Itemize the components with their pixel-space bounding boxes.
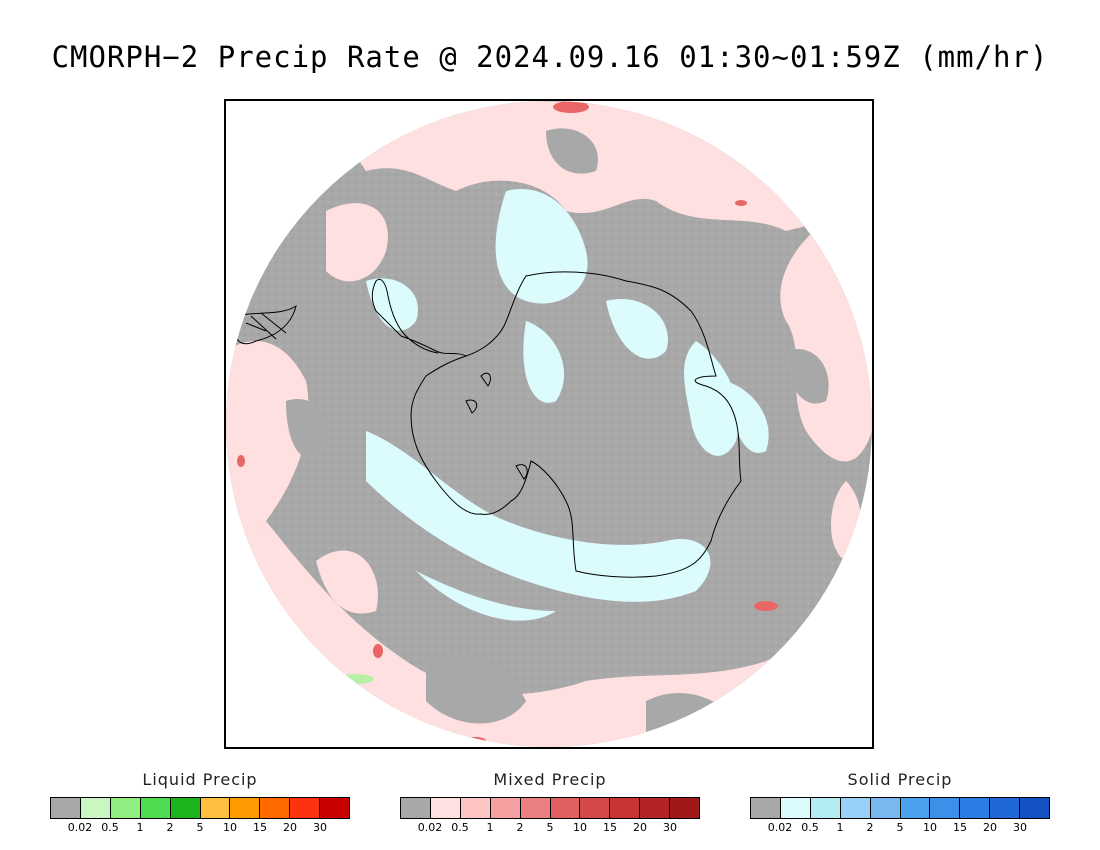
legend-ticks: 0.02 0.5 1 2 5 10 15 20 30 [400,821,700,835]
legend-swatch [80,798,111,818]
legend-swatch [930,798,961,818]
solid-precip-areas [366,189,769,621]
legend-tick-label: 20 [983,821,997,834]
south-america-islands [245,312,287,340]
islands-coastline [465,372,528,480]
legend-mixed-precip: Mixed Precip 0.02 0.5 1 2 5 10 15 20 30 [400,770,700,835]
legend-swatch [290,798,321,818]
legend-swatch [520,798,551,818]
legend-swatch [460,798,491,818]
legend-tick-label: 30 [663,821,677,834]
legend-swatch [200,798,231,818]
legend-swatch [320,798,350,818]
legend-swatch [490,798,521,818]
antarctic-peninsula-coastline [371,278,467,357]
legend-tick-label: 2 [166,821,174,834]
legend-color-bar [750,797,1050,819]
legend-swatch [780,798,811,818]
legend-swatch [110,798,141,818]
legend-tick-label: 10 [573,821,587,834]
legend-swatch [140,798,171,818]
legend-solid-precip: Solid Precip 0.02 0.5 1 2 5 10 15 20 30 [750,770,1050,835]
legend-title: Mixed Precip [493,770,607,789]
legend-tick-label: 15 [253,821,267,834]
legend-tick-label: 5 [896,821,904,834]
legend-color-bar [400,797,700,819]
liquid-precip-spot [338,674,374,684]
legend-tick-label: 20 [633,821,647,834]
legend-tick-label: 5 [546,821,554,834]
legend-tick-label: 0.5 [801,821,819,834]
legend-tick-label: 1 [486,821,494,834]
legend-title: Liquid Precip [142,770,258,789]
legend-swatch [170,798,201,818]
legend-ticks: 0.02 0.5 1 2 5 10 15 20 30 [50,821,350,835]
legend-tick-label: 20 [283,821,297,834]
legend-tick-label: 10 [223,821,237,834]
legend-swatch [990,798,1021,818]
legend-tick-label: 5 [196,821,204,834]
legend-swatch [670,798,700,818]
polar-map [226,101,872,747]
legend-color-bar [50,797,350,819]
legend-tick-label: 30 [313,821,327,834]
legend-swatch [900,798,931,818]
legend-ticks: 0.02 0.5 1 2 5 10 15 20 30 [750,821,1050,835]
legend-swatch [870,798,901,818]
legend-swatch [840,798,871,818]
legend-swatch [640,798,671,818]
legend-tick-label: 0.02 [417,821,443,834]
legend-swatch [610,798,641,818]
legend-tick-label: 15 [953,821,967,834]
legend-tick-label: 0.5 [101,821,119,834]
legend-swatch [1020,798,1050,818]
legend-swatch [550,798,581,818]
legend-tick-label: 15 [603,821,617,834]
legend-tick-label: 30 [1013,821,1027,834]
legend-tick-label: 2 [866,821,874,834]
legend-swatch [580,798,611,818]
legend-swatch [430,798,461,818]
legend-tick-label: 0.02 [67,821,93,834]
legend-swatch [401,798,431,818]
legend-swatch [960,798,991,818]
legend-tick-label: 10 [923,821,937,834]
legend-tick-label: 0.5 [451,821,469,834]
legend-title: Solid Precip [847,770,953,789]
legend-tick-label: 1 [836,821,844,834]
legend-swatch [260,798,291,818]
legend-tick-label: 2 [516,821,524,834]
legend-liquid-precip: Liquid Precip 0.02 0.5 1 2 5 10 15 20 30 [50,770,350,835]
legend-swatch [230,798,261,818]
legend-swatch [751,798,781,818]
page-title: CMORPH−2 Precip Rate @ 2024.09.16 01:30~… [51,40,1049,74]
antarctica-coastline [410,271,742,578]
legend-tick-label: 0.02 [767,821,793,834]
legend-swatch [810,798,841,818]
map-panel [224,99,874,749]
legend-swatch [51,798,81,818]
legend-tick-label: 1 [136,821,144,834]
